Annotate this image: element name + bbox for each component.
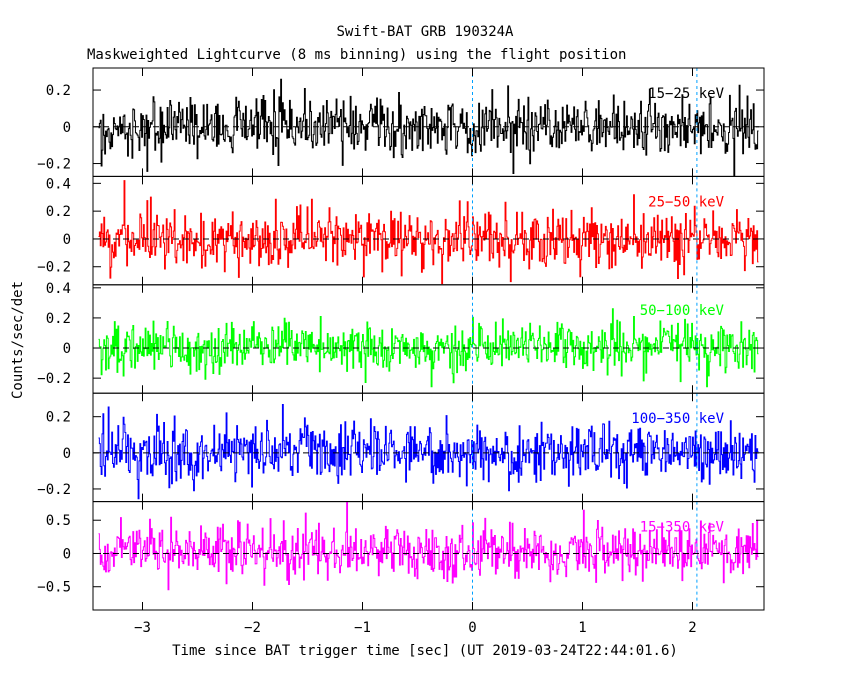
series-line (98, 501, 759, 591)
series-line (98, 78, 759, 177)
panel-band-label: 50−100 keV (640, 303, 725, 319)
x-tick-label: 2 (688, 620, 696, 636)
y-tick-label: 0 (63, 120, 71, 136)
x-axis-label: Time since BAT trigger time [sec] (UT 20… (172, 643, 678, 659)
y-tick-label: 0.2 (46, 410, 71, 426)
panel-band-label: 15−25 keV (648, 86, 724, 102)
y-tick-label: 0 (63, 446, 71, 462)
y-tick-label: −0.5 (37, 580, 71, 596)
x-tick-label: 1 (578, 620, 586, 636)
y-tick-label: 0.2 (46, 311, 71, 327)
x-tick-label: −3 (134, 620, 151, 636)
y-tick-label: 0.5 (46, 513, 71, 529)
panel-frame (92, 501, 765, 611)
y-tick-label: 0.2 (46, 204, 71, 220)
panel-band-label: 25−50 keV (648, 194, 724, 210)
x-tick-label: −2 (244, 620, 261, 636)
panels-group: −0.2 0 0.2 15−25 keV −0.2 0 0.2 0.4 25−50 keV −0.… (37, 67, 765, 636)
x-tick-label: 0 (468, 620, 476, 636)
y-tick-label: −0.2 (37, 371, 71, 387)
y-tick-label: 0 (63, 341, 71, 357)
y-tick-label: 0 (63, 546, 71, 562)
x-tick-label: −1 (354, 620, 371, 636)
panel-frame (92, 175, 765, 286)
panel-frame (92, 284, 765, 394)
series-line (98, 180, 759, 285)
chart-title: Swift-BAT GRB 190324A (336, 24, 514, 40)
y-tick-label: 0 (63, 232, 71, 248)
chart-subtitle: Maskweighted Lightcurve (8 ms binning) u… (87, 47, 626, 63)
panel-frame (92, 67, 765, 177)
panel-band-label: 100−350 keV (631, 411, 724, 427)
y-tick-label: −0.2 (37, 482, 71, 498)
y-tick-label: 0.2 (46, 83, 71, 99)
y-tick-label: 0.4 (46, 176, 71, 192)
y-tick-label: 0.4 (46, 281, 71, 297)
series-line (98, 404, 759, 500)
y-tick-label: −0.2 (37, 157, 71, 173)
y-tick-label: −0.2 (37, 260, 71, 276)
y-axis-label: Counts/sec/det (10, 281, 26, 399)
panel-band-label: 15−350 keV (640, 520, 725, 536)
series-line (98, 308, 759, 388)
